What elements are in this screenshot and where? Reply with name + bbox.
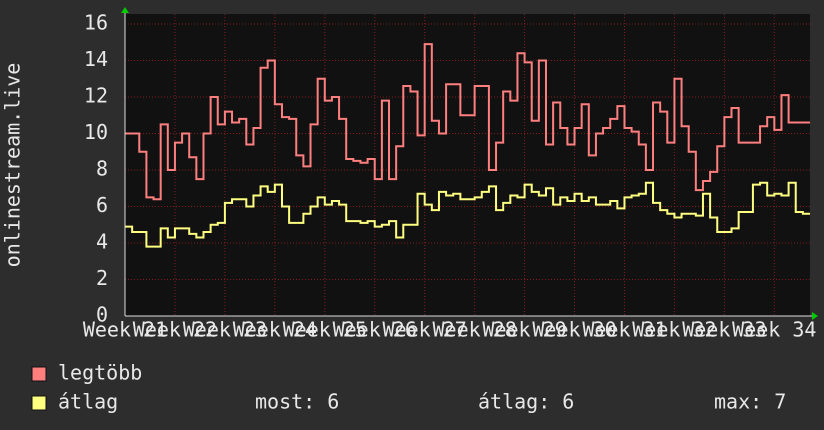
y-tick-label: 8 [96, 157, 108, 181]
legend-swatch [31, 366, 47, 382]
y-tick-label: 4 [96, 230, 108, 254]
legend-stat: most: 6 [255, 390, 339, 414]
x-tick-label: Week 24 [233, 318, 317, 342]
y-tick-label: 0 [96, 303, 108, 327]
y-tick-label: 12 [84, 84, 108, 108]
legend: legtöbb átlag most: 6 átlag: 6 max: 7 [31, 361, 786, 414]
x-tick-label: Week 25 [283, 318, 367, 342]
y-tick-label: 14 [84, 47, 108, 71]
x-tick-label: Week 32 [632, 318, 716, 342]
legend-stat: átlag: 6 [478, 390, 574, 414]
x-tick-label: Week 22 [133, 318, 217, 342]
legend-label: átlag [58, 390, 118, 414]
series-line [125, 181, 810, 248]
x-tick-label: Week 26 [333, 318, 417, 342]
x-arrow [812, 312, 818, 320]
x-tick-label: Week 23 [183, 318, 267, 342]
x-tick-label: Week 33 [682, 318, 766, 342]
legend-label: legtöbb [58, 361, 142, 385]
legend-swatch [31, 395, 47, 411]
x-tick-label: Week 21 [83, 318, 167, 342]
y-tick-label: 10 [84, 120, 108, 144]
y-tick-label: 16 [84, 11, 108, 35]
plot [125, 43, 810, 248]
y-tick-label: 6 [96, 193, 108, 217]
y-arrow [121, 7, 129, 13]
legend-stat: max: 7 [714, 390, 786, 414]
x-tick-label: Week 34 [732, 318, 816, 342]
series-line [125, 43, 810, 201]
x-tick-label: Week 31 [582, 318, 666, 342]
plot-area [125, 14, 810, 316]
x-tick-label: Week 27 [383, 318, 467, 342]
y-axis-label: onlinestream.live [1, 63, 25, 268]
x-tick-label: Week 28 [432, 318, 516, 342]
x-tick-label: Week 30 [532, 318, 616, 342]
x-tick-label: Week 29 [482, 318, 566, 342]
y-tick-label: 2 [96, 266, 108, 290]
